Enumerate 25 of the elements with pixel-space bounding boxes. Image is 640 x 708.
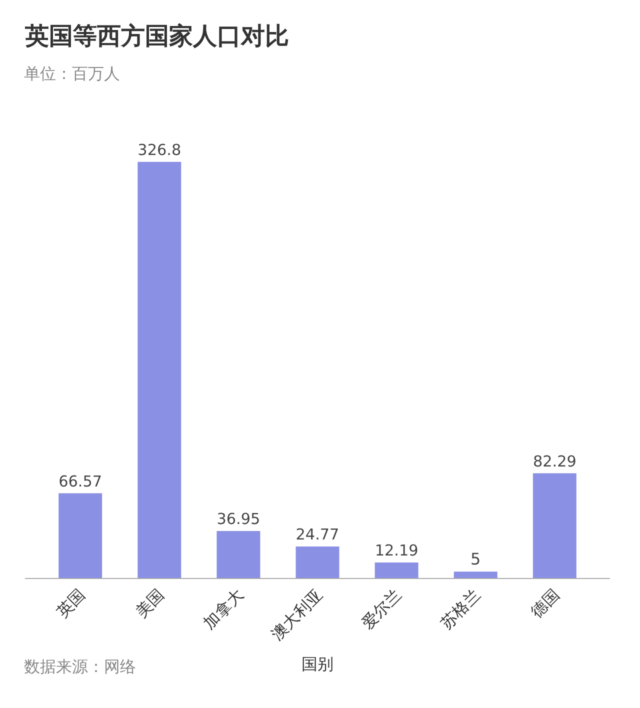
- bar: [58, 493, 102, 578]
- x-tick-label: 苏格兰: [436, 585, 484, 633]
- x-tick-label: 澳大利亚: [267, 585, 326, 644]
- data-label: 36.95: [216, 510, 260, 528]
- x-tick-label: 德国: [527, 585, 564, 622]
- bar: [454, 572, 498, 578]
- bar: [296, 546, 340, 578]
- x-tick-label: 美国: [132, 585, 168, 622]
- data-label: 5: [470, 550, 481, 569]
- x-tick-label: 加拿大: [200, 585, 247, 633]
- chart-subtitle: 单位：百万人: [24, 64, 120, 83]
- data-label: 24.77: [296, 526, 340, 544]
- data-label: 66.57: [58, 472, 102, 490]
- bar: [216, 530, 260, 578]
- x-tick-label: 英国: [52, 585, 89, 622]
- data-label: 12.19: [374, 542, 418, 560]
- data-label: 82.29: [532, 452, 576, 470]
- source-note: 数据来源：网络: [24, 657, 136, 676]
- x-tick-label: 爱尔兰: [358, 585, 406, 633]
- data-label: 326.8: [138, 141, 182, 160]
- bar: [374, 562, 418, 578]
- bar: [532, 473, 576, 578]
- chart-title: 英国等西方国家人口对比: [24, 22, 289, 50]
- bar: [138, 162, 182, 578]
- x-axis-title: 国别: [302, 654, 334, 674]
